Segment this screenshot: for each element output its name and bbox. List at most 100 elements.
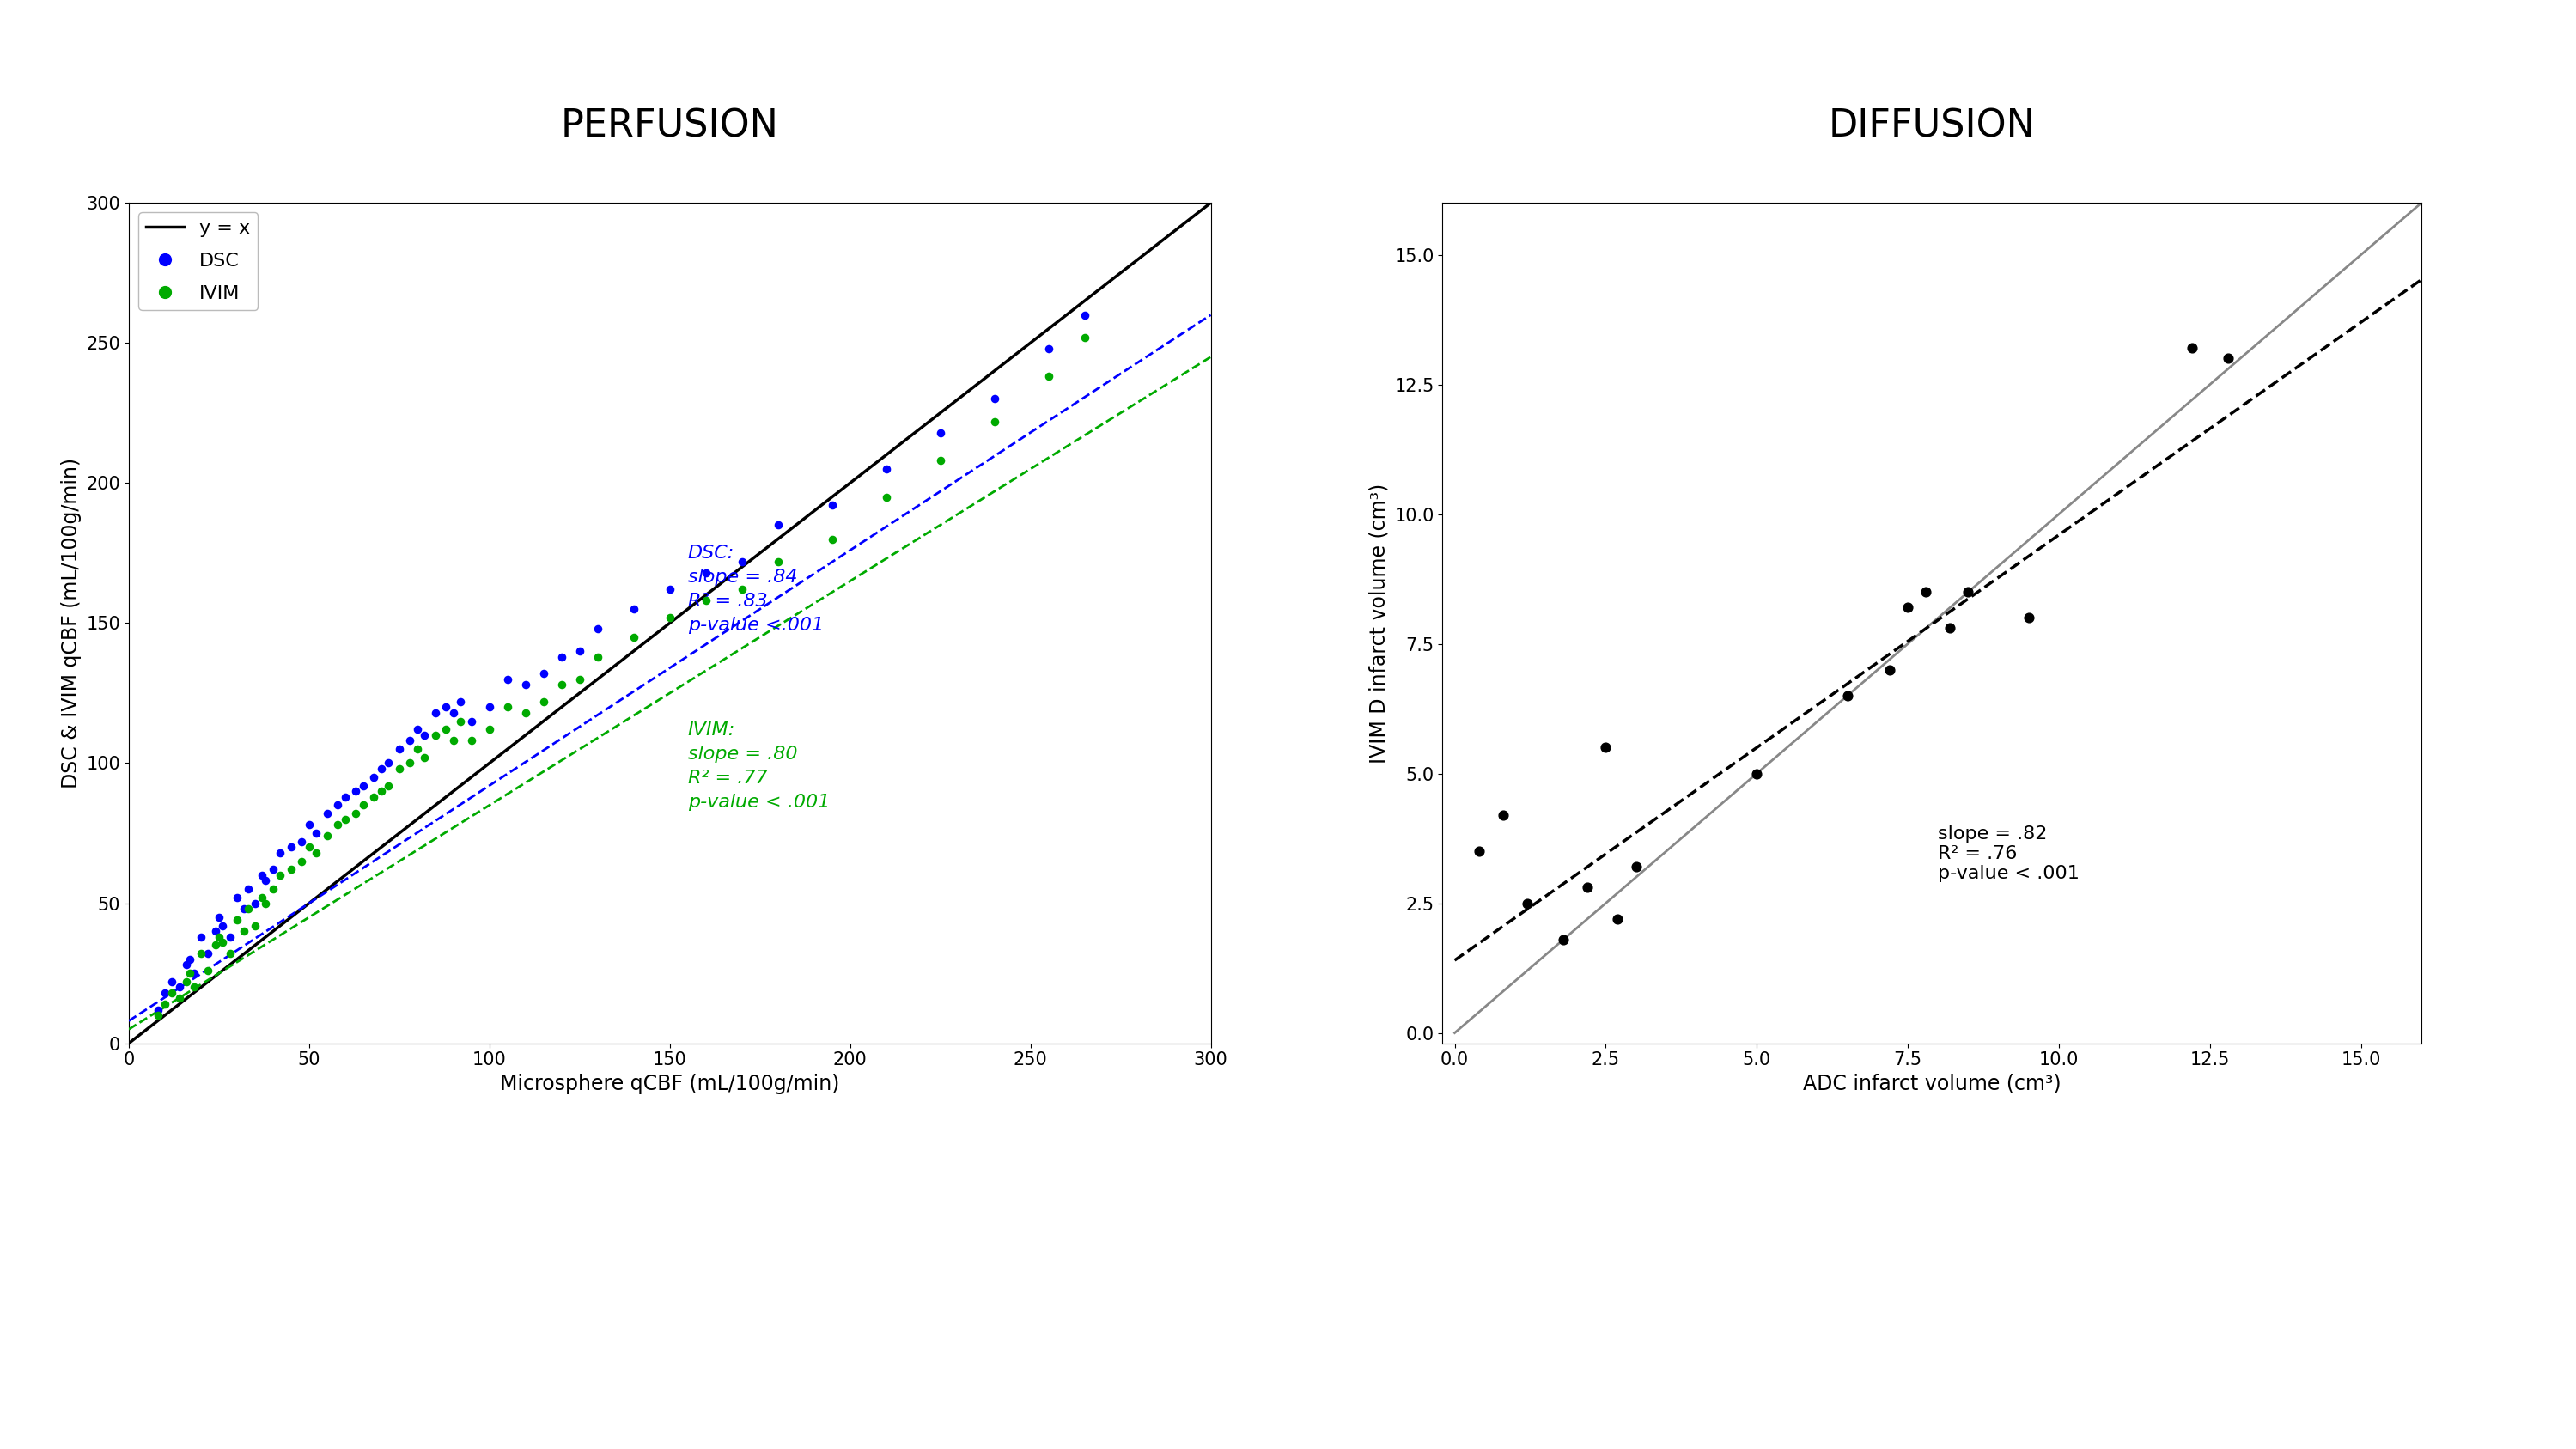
- Point: [425, 696, 466, 719]
- Point: [523, 662, 564, 685]
- Point: [433, 729, 474, 752]
- Text: DSC:
slope = .84
R² = .83
p-value <.001: DSC: slope = .84 R² = .83 p-value <.001: [688, 545, 824, 635]
- Point: [137, 998, 178, 1022]
- Point: [1888, 596, 1929, 619]
- Point: [404, 723, 446, 746]
- Point: [866, 458, 907, 481]
- Point: [389, 729, 430, 752]
- Point: [757, 513, 799, 536]
- Point: [397, 717, 438, 740]
- Point: [1906, 581, 1947, 604]
- Point: [649, 578, 690, 601]
- Point: [242, 885, 283, 909]
- Point: [1615, 855, 1656, 878]
- Point: [440, 710, 482, 733]
- Point: [613, 597, 654, 620]
- Point: [296, 822, 337, 845]
- Point: [811, 527, 853, 551]
- Point: [1028, 365, 1069, 388]
- Point: [289, 813, 330, 836]
- Point: [415, 701, 456, 724]
- Point: [289, 836, 330, 859]
- Point: [469, 717, 510, 740]
- Point: [252, 878, 294, 901]
- X-axis label: Microsphere qCBF (mL/100g/min): Microsphere qCBF (mL/100g/min): [500, 1074, 840, 1094]
- Point: [613, 626, 654, 649]
- Point: [2208, 346, 2249, 369]
- Point: [920, 449, 961, 472]
- Point: [224, 920, 265, 943]
- Point: [152, 981, 193, 1004]
- Point: [685, 590, 726, 613]
- Point: [224, 897, 265, 920]
- Text: slope = .82
R² = .76
p-value < .001: slope = .82 R² = .76 p-value < .001: [1937, 826, 2079, 882]
- Point: [404, 746, 446, 769]
- Point: [252, 858, 294, 881]
- Point: [209, 942, 250, 965]
- Text: PERFUSION: PERFUSION: [562, 109, 778, 145]
- Point: [281, 849, 322, 872]
- Point: [270, 858, 312, 881]
- Point: [577, 617, 618, 640]
- Point: [866, 485, 907, 509]
- Point: [170, 962, 211, 985]
- Point: [685, 561, 726, 584]
- Point: [270, 836, 312, 859]
- Point: [317, 794, 358, 817]
- Point: [196, 933, 237, 956]
- Point: [541, 674, 582, 697]
- Point: [379, 758, 420, 781]
- Point: [137, 1004, 178, 1027]
- Point: [469, 696, 510, 719]
- Point: [721, 578, 762, 601]
- Point: [188, 942, 229, 965]
- Point: [260, 864, 301, 887]
- Text: DIFFUSION: DIFFUSION: [1829, 109, 2035, 145]
- Point: [343, 794, 384, 817]
- Point: [811, 494, 853, 517]
- Point: [198, 926, 240, 949]
- Point: [523, 690, 564, 713]
- Point: [974, 387, 1015, 410]
- Point: [335, 780, 376, 803]
- Point: [451, 710, 492, 733]
- Point: [234, 914, 276, 938]
- Point: [307, 824, 348, 848]
- Point: [721, 549, 762, 572]
- X-axis label: ADC infarct volume (cm³): ADC infarct volume (cm³): [1803, 1074, 2061, 1094]
- Point: [415, 723, 456, 746]
- Point: [487, 668, 528, 691]
- Point: [180, 926, 222, 949]
- Point: [245, 869, 286, 893]
- Point: [296, 842, 337, 865]
- Point: [335, 801, 376, 824]
- Point: [201, 914, 242, 938]
- Y-axis label: DSC & IVIM qCBF (mL/100g/min): DSC & IVIM qCBF (mL/100g/min): [62, 458, 82, 788]
- Point: [353, 765, 394, 788]
- Point: [173, 975, 214, 998]
- Point: [974, 410, 1015, 433]
- Point: [260, 842, 301, 865]
- Point: [216, 909, 258, 932]
- Point: [368, 752, 410, 775]
- Point: [188, 959, 229, 982]
- Point: [317, 813, 358, 836]
- Point: [1929, 617, 1971, 640]
- Point: [1584, 736, 1625, 759]
- Point: [1543, 927, 1584, 951]
- Point: [160, 987, 201, 1010]
- Point: [559, 668, 600, 691]
- Point: [2009, 606, 2050, 629]
- Point: [451, 729, 492, 752]
- Point: [379, 738, 420, 761]
- Point: [397, 738, 438, 761]
- Point: [227, 878, 268, 901]
- Point: [1064, 326, 1105, 349]
- Point: [165, 969, 206, 993]
- Point: [1064, 303, 1105, 326]
- Point: [505, 674, 546, 697]
- Text: IVIM:
slope = .80
R² = .77
p-value < .001: IVIM: slope = .80 R² = .77 p-value < .00…: [688, 722, 829, 810]
- Point: [1826, 684, 1868, 707]
- Point: [170, 948, 211, 971]
- Point: [209, 926, 250, 949]
